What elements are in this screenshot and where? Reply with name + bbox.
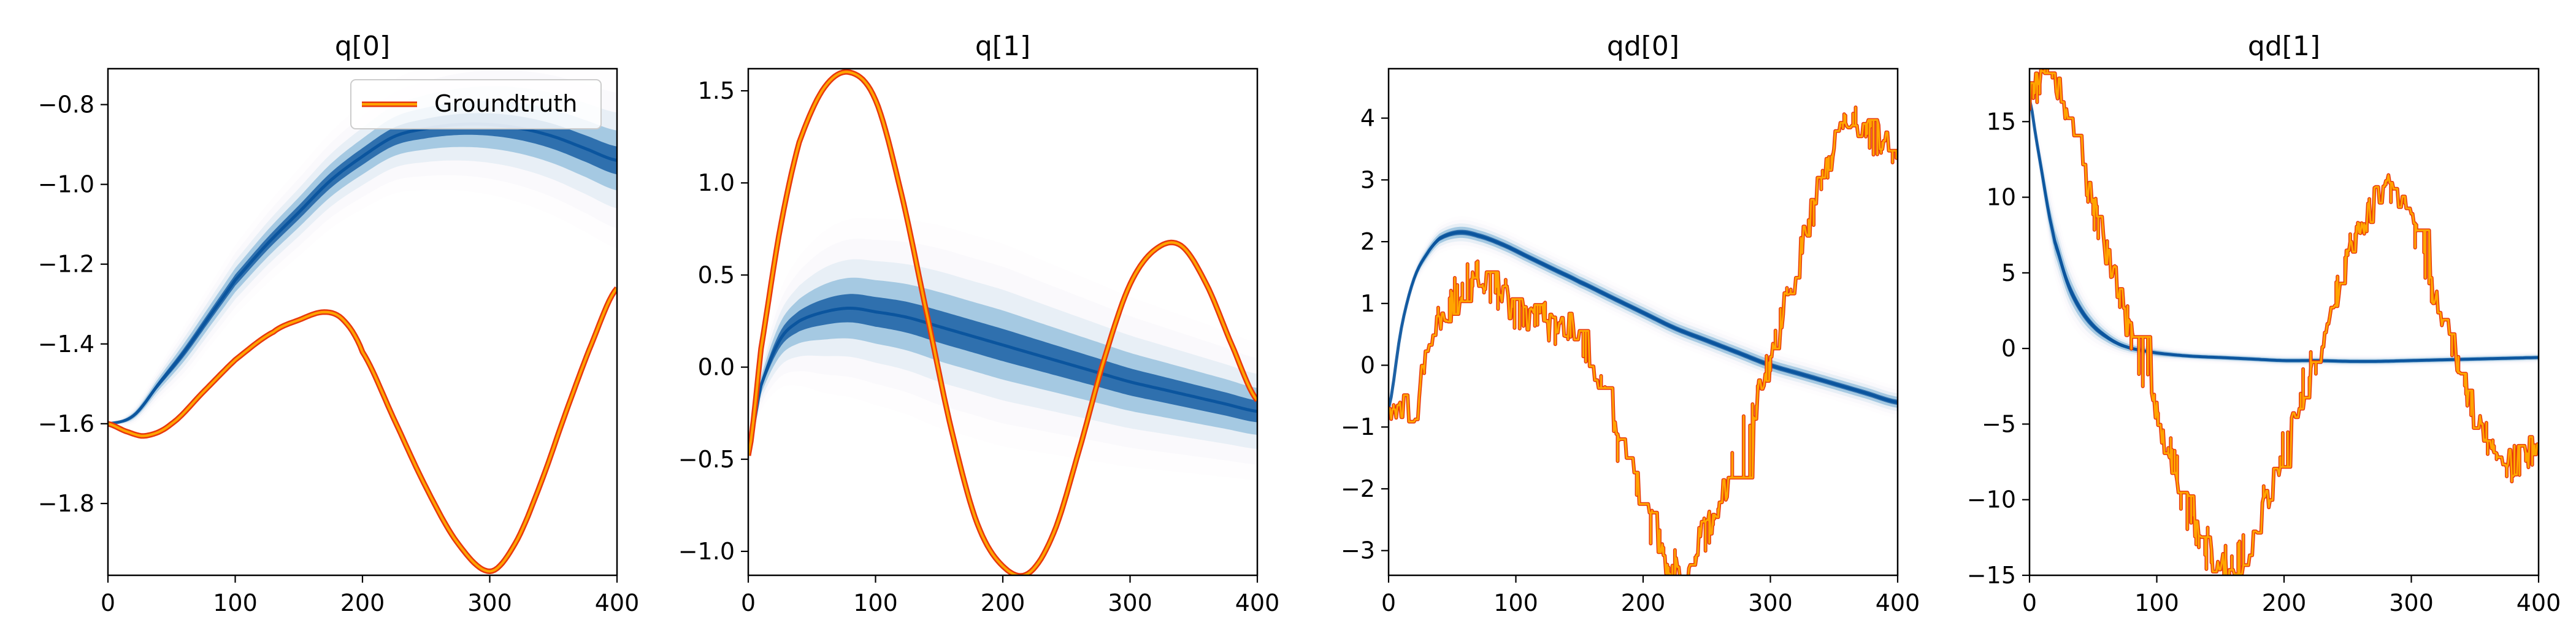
legend-label: Groundtruth bbox=[434, 90, 577, 117]
x-tick-label: 200 bbox=[1621, 589, 1666, 616]
subplot-qd[0]: qd[0] 0 100 200 300 400 −3 −2 −1 0 1 2 3 4 bbox=[1341, 31, 1920, 616]
subplot-title: qd[1] bbox=[2248, 31, 2320, 62]
legend: Groundtruth bbox=[350, 79, 602, 129]
y-tick-label: 15 bbox=[1987, 108, 2016, 135]
plot-area bbox=[1389, 105, 1898, 575]
subplot-title: q[1] bbox=[975, 31, 1030, 62]
y-tick-label: −1 bbox=[1341, 413, 1375, 440]
y-tick-label: −1.2 bbox=[38, 251, 94, 278]
prediction-mean-line bbox=[108, 122, 617, 426]
legend-box bbox=[350, 79, 602, 129]
x-tick-label: 0 bbox=[2022, 589, 2037, 616]
y-tick-label: 2 bbox=[1360, 228, 1375, 255]
x-tick-label: 300 bbox=[2389, 589, 2434, 616]
plot-area bbox=[108, 69, 617, 574]
groundtruth-line bbox=[108, 287, 617, 573]
x-tick-label: 100 bbox=[2134, 589, 2179, 616]
subplot-qd[1]: qd[1] 0 100 200 300 400 −15 −10 −5 0 5 10 15 bbox=[1967, 31, 2561, 616]
y-tick-label: 1 bbox=[1360, 290, 1375, 317]
x-tick-label: 300 bbox=[1108, 589, 1152, 616]
y-tick-label: 4 bbox=[1360, 105, 1375, 132]
subplot-title: qd[0] bbox=[1607, 31, 1679, 62]
x-tick-label: 200 bbox=[2262, 589, 2307, 616]
y-tick-label: 5 bbox=[2001, 259, 2016, 286]
x-tick-label: 300 bbox=[467, 589, 512, 616]
prediction-mean-line bbox=[1389, 231, 1898, 409]
prediction-band-layer-4 bbox=[108, 113, 617, 424]
x-tick-label: 300 bbox=[1748, 589, 1793, 616]
x-tick-label: 400 bbox=[1235, 589, 1280, 616]
prediction-band-layer-1 bbox=[2030, 99, 2539, 367]
x-tick-label: 0 bbox=[741, 589, 756, 616]
y-tick-label: −1.6 bbox=[38, 410, 94, 437]
x-tick-label: 0 bbox=[1381, 589, 1396, 616]
y-tick-label: −1.4 bbox=[38, 331, 94, 358]
y-tick-label: −0.5 bbox=[678, 446, 735, 473]
y-tick-label: −5 bbox=[1982, 410, 2016, 437]
y-tick-label: −0.8 bbox=[38, 91, 94, 118]
groundtruth-line bbox=[748, 71, 1257, 575]
y-tick-label: −1.0 bbox=[38, 171, 94, 198]
y-tick-label: 10 bbox=[1987, 184, 2016, 211]
x-tick-label: 400 bbox=[595, 589, 640, 616]
x-tick-label: 0 bbox=[101, 589, 115, 616]
x-tick-label: 100 bbox=[213, 589, 258, 616]
x-tick-label: 100 bbox=[853, 589, 898, 616]
y-tick-label: 3 bbox=[1360, 166, 1375, 193]
y-tick-label: −2 bbox=[1341, 475, 1375, 502]
prediction-band-layer-0 bbox=[108, 69, 617, 426]
prediction-mean-line bbox=[2030, 98, 2539, 363]
x-tick-label: 400 bbox=[1876, 589, 1920, 616]
groundtruth-line bbox=[2030, 69, 2539, 575]
y-tick-label: 0 bbox=[2001, 335, 2016, 362]
groundtruth-line bbox=[1389, 106, 1898, 575]
plot-area bbox=[748, 69, 1257, 575]
x-tick-label: 100 bbox=[1493, 589, 1538, 616]
y-tick-label: −1.0 bbox=[678, 538, 735, 565]
y-tick-label: −15 bbox=[1967, 562, 2016, 589]
y-tick-label: 0.0 bbox=[698, 354, 735, 381]
subplot-title: q[0] bbox=[335, 31, 390, 62]
y-tick-label: −10 bbox=[1967, 486, 2016, 513]
y-tick-label: −1.8 bbox=[38, 490, 94, 517]
y-tick-label: −3 bbox=[1341, 537, 1375, 564]
y-tick-label: 1.0 bbox=[698, 169, 735, 196]
y-tick-label: 0 bbox=[1360, 352, 1375, 379]
prediction-mean-line bbox=[748, 307, 1257, 451]
plot-area bbox=[2030, 69, 2539, 575]
y-tick-label: 1.5 bbox=[698, 77, 735, 104]
prediction-band-layer-1 bbox=[108, 70, 617, 425]
x-tick-label: 400 bbox=[2517, 589, 2561, 616]
subplot-q[1]: q[1] 0 100 200 300 400 −1.0 −0.5 0.0 0.5 1.0 1.5 bbox=[678, 31, 1280, 616]
y-tick-label: 0.5 bbox=[698, 261, 735, 288]
x-tick-label: 200 bbox=[340, 589, 385, 616]
x-tick-label: 200 bbox=[981, 589, 1025, 616]
